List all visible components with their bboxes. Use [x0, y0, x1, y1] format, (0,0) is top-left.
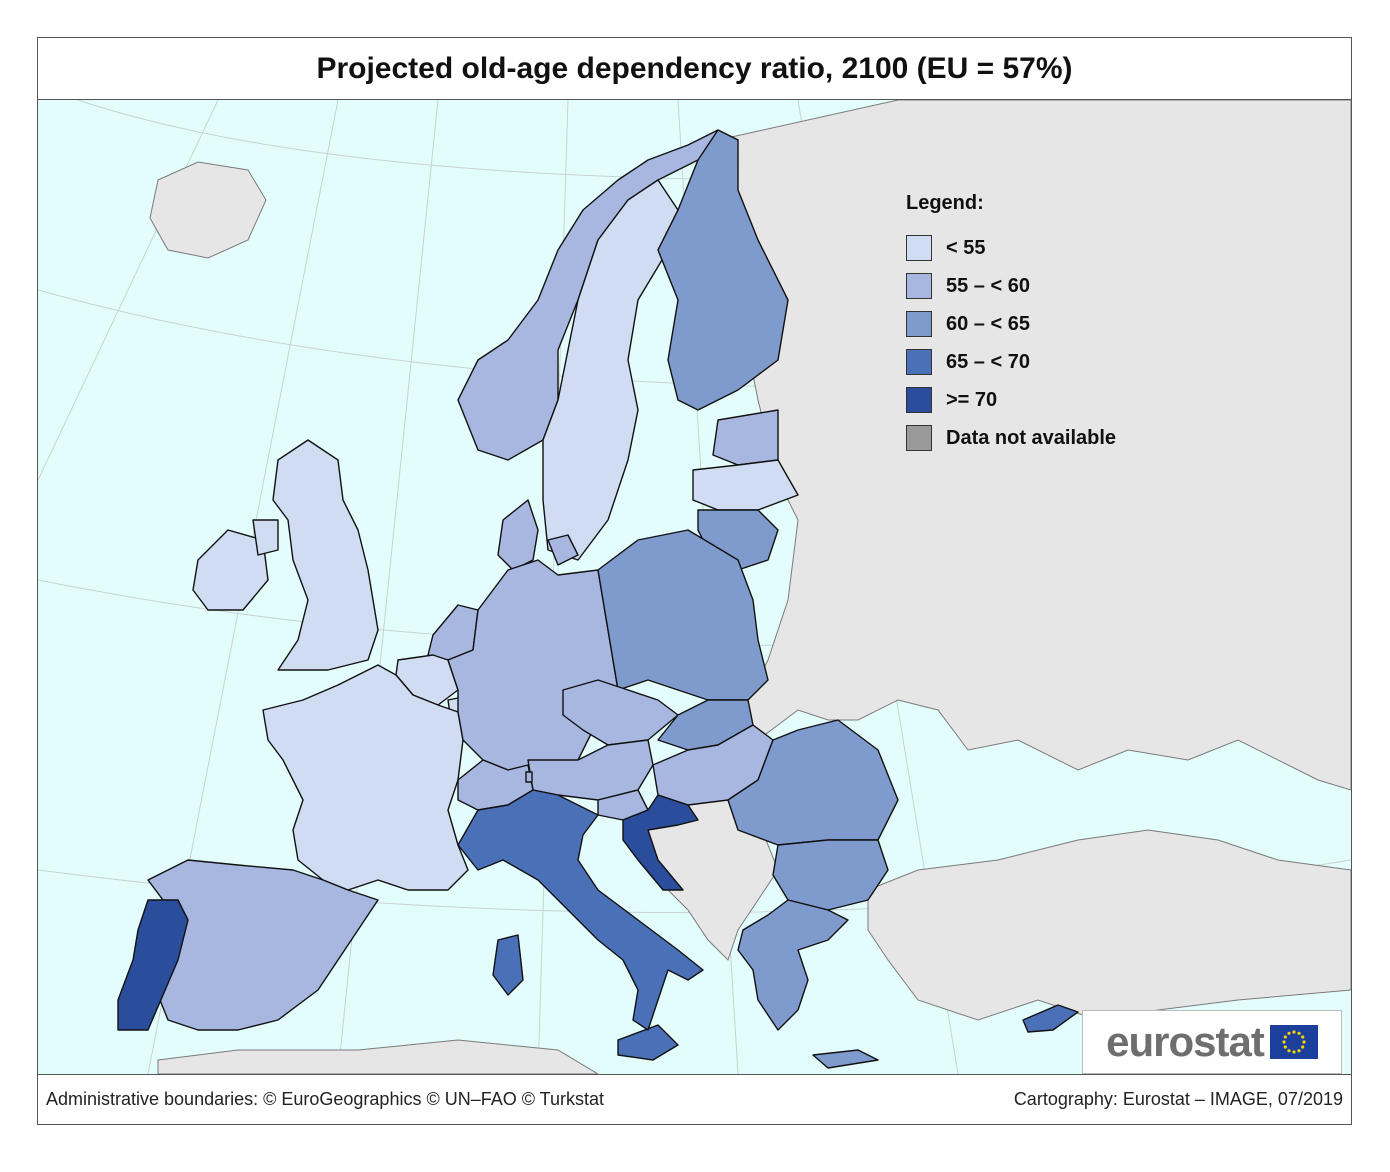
legend-swatch [906, 273, 932, 299]
legend-label: 60 – < 65 [946, 312, 1030, 335]
legend-item: < 55 [906, 229, 1166, 267]
legend-item: >= 70 [906, 381, 1166, 419]
country-finland [657, 129, 789, 411]
eu-star-icon [1287, 1049, 1291, 1053]
eu-star-icon [1300, 1045, 1305, 1049]
graticule-line [38, 100, 219, 481]
footer-cartography: Cartography: Eurostat – IMAGE, 07/2019 [1013, 1089, 1343, 1109]
eu-star-icon [1292, 1030, 1296, 1034]
legend-swatch [906, 235, 932, 261]
country-czechia [562, 679, 679, 746]
country-liechtenstein [525, 771, 533, 783]
logo-text: eurostat [1106, 1018, 1265, 1065]
eu-star-icon [1283, 1045, 1287, 1049]
eu-star-icon [1300, 1035, 1305, 1039]
country-romania [727, 719, 899, 846]
country-france [262, 664, 469, 891]
country-greece [737, 899, 879, 1069]
map-frame: Projected old-age dependency ratio, 2100… [37, 37, 1352, 1125]
legend-item: Data not available [906, 419, 1166, 457]
legend-label: Data not available [946, 426, 1117, 449]
eu-star-icon [1297, 1049, 1301, 1053]
eu-star-icon [1287, 1031, 1291, 1035]
legend-swatch [906, 349, 932, 375]
footer: Administrative boundaries: © EuroGeograp… [38, 1074, 1351, 1124]
legend-swatch [906, 425, 932, 451]
map-title: Projected old-age dependency ratio, 2100… [316, 51, 1073, 85]
map-canvas [38, 100, 1351, 1074]
eu-star-icon [1297, 1031, 1301, 1035]
legend-title: Legend: [906, 192, 984, 214]
country-eastern-europe [717, 100, 1351, 791]
legend-label: 55 – < 60 [946, 274, 1030, 297]
footer-credits: Administrative boundaries: © EuroGeograp… [46, 1089, 605, 1109]
legend-item: 65 – < 70 [906, 343, 1166, 381]
eu-star-icon [1302, 1040, 1306, 1044]
country-croatia [622, 794, 699, 891]
country-united-kingdom [252, 439, 379, 671]
eu-stars-icon [1282, 1030, 1306, 1054]
legend-label: 65 – < 70 [946, 350, 1030, 373]
legend-swatch [906, 311, 932, 337]
eu-star-icon [1292, 1050, 1296, 1054]
country-bulgaria [772, 839, 889, 911]
country-denmark [497, 499, 579, 571]
country-sweden [542, 179, 679, 561]
map-area: Legend: < 55 55 – < 60 60 – < 65 65 – < … [38, 100, 1351, 1074]
legend: Legend: < 55 55 – < 60 60 – < 65 65 – < … [906, 192, 1166, 457]
eurostat-logo: eurostat [1082, 1010, 1342, 1074]
country-italy [457, 789, 704, 1061]
country-north-africa [157, 1039, 599, 1074]
legend-item: 55 – < 60 [906, 267, 1166, 305]
eu-flag-icon [1269, 1025, 1318, 1059]
country-latvia [692, 459, 799, 511]
legend-label: < 55 [946, 236, 986, 259]
legend-label: >= 70 [946, 388, 998, 411]
country-turkey [867, 829, 1351, 1021]
country-cyprus [1022, 1004, 1079, 1033]
eu-star-icon [1282, 1040, 1286, 1044]
legend-swatch [906, 387, 932, 413]
title-bar: Projected old-age dependency ratio, 2100… [38, 38, 1351, 100]
country-iceland [149, 161, 267, 259]
eu-countries [117, 129, 1079, 1069]
country-ireland [192, 529, 269, 611]
legend-item: 60 – < 65 [906, 305, 1166, 343]
eu-star-icon [1283, 1035, 1287, 1039]
country-portugal [117, 899, 189, 1031]
